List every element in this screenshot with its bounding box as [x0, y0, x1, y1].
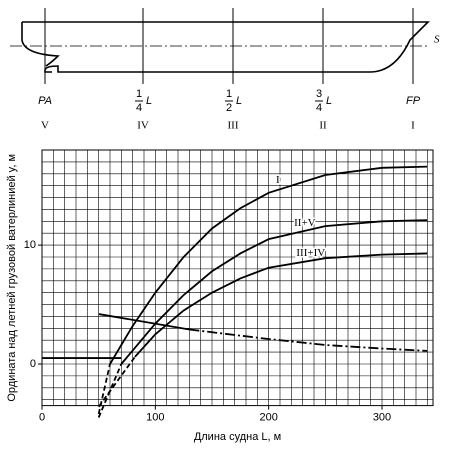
x-axis-label: Длина судна L, м: [194, 431, 281, 443]
station-roman: I: [411, 120, 415, 132]
hull: [21, 21, 430, 73]
x-tick-label: 100: [146, 412, 164, 424]
station-denominator: 2: [226, 102, 232, 114]
station-denominator: 4: [136, 102, 142, 114]
station-numerator: 1: [226, 88, 232, 100]
series-line: [98, 313, 190, 331]
y-axis-label: Ордината над летней грузовой ватерлинией…: [6, 154, 18, 402]
x-tick-label: 200: [259, 412, 277, 424]
station-roman: IV: [137, 120, 149, 132]
waterline-label: S: [434, 34, 440, 46]
series-label: I: [276, 174, 280, 186]
station-suffix: L: [146, 95, 152, 107]
series-line: [97, 363, 111, 415]
series-label: III+IV: [296, 247, 325, 259]
series-line: [97, 356, 136, 408]
station-label: FP: [406, 95, 421, 107]
station-roman: V: [41, 120, 49, 132]
x-tick-label: 300: [373, 412, 391, 424]
station-denominator: 4: [316, 102, 322, 114]
station-label: PA: [38, 95, 52, 107]
station-suffix: L: [326, 95, 332, 107]
station-suffix: L: [236, 95, 242, 107]
station-numerator: 3: [316, 88, 322, 100]
series-line: [109, 165, 428, 365]
station-roman: III: [228, 120, 239, 132]
series-line: [120, 219, 428, 365]
station-roman: II: [319, 120, 327, 132]
series-label: II+V: [294, 217, 316, 229]
series-line: [97, 363, 123, 418]
series-line: [134, 252, 428, 358]
y-tick-label: 0: [30, 358, 36, 370]
y-tick-label: 10: [24, 239, 36, 251]
plot-frame: [41, 149, 434, 407]
x-tick-label: 0: [39, 412, 45, 424]
ship-sketch: [10, 21, 430, 73]
station-numerator: 1: [136, 88, 142, 100]
